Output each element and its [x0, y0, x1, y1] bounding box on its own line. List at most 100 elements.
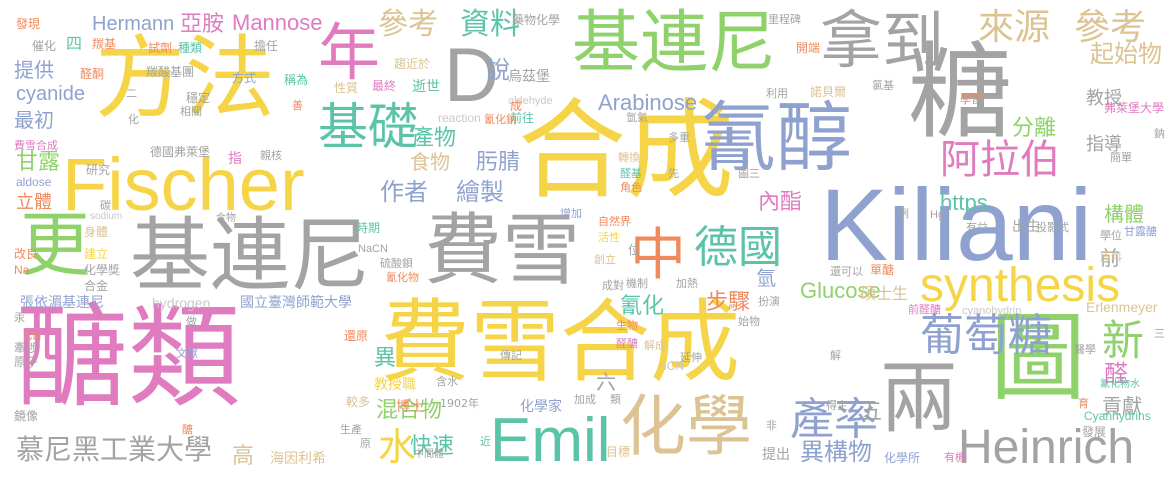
word-qinghuawushui: 氰化物水 — [1100, 379, 1140, 390]
word-banyan: 扮演 — [758, 295, 780, 308]
word-wenxian: 文獻 — [176, 347, 198, 360]
word-shui: 水 — [378, 425, 417, 469]
word-qinghuawu: 氰化物 — [386, 271, 419, 284]
word-haiyinlixi: 海因利希 — [270, 451, 326, 467]
word-hejin: 合金 — [84, 279, 109, 293]
word-shuo: 說 — [486, 56, 510, 84]
word-hydrogen: hydrogen — [152, 295, 211, 311]
word-jiecheng: 解成 — [644, 339, 666, 352]
word-duozhong: 多重 — [668, 131, 690, 144]
word-cyanide: cyanide — [16, 83, 85, 105]
word-aldose: aldose — [16, 175, 52, 189]
word-wending: 穩定 — [186, 91, 211, 105]
word-tan: 碳 — [100, 199, 111, 212]
word-gong: 汞 — [14, 311, 25, 324]
word-tusan: 圖三 — [738, 167, 760, 180]
word-liti: 立體 — [16, 192, 52, 213]
word-zhuanji: 傳記 — [500, 349, 522, 362]
word-yuanzi: 原子 — [14, 355, 39, 369]
word-qinghua: 氰化 — [620, 294, 665, 319]
word-xingzhi: 性質 — [334, 81, 359, 95]
word-jingxiang: 鏡像 — [14, 409, 39, 423]
word-hermann: Hermann — [92, 13, 175, 35]
word-si: 四 — [66, 34, 83, 53]
word-yuan: 原 — [360, 437, 371, 450]
word-ziliao: 資料 — [460, 7, 520, 42]
word-liang: 兩 — [880, 354, 959, 444]
word-fangfa: 方法 — [95, 26, 275, 131]
word-huoxing: 活性 — [598, 231, 620, 244]
word-jiare: 加熱 — [676, 277, 698, 290]
word-san: 三 — [1154, 327, 1165, 340]
word-jilianni-green: 基連尼 — [572, 4, 777, 83]
word-chuangli: 創立 — [594, 253, 616, 266]
word-youyi: 有益 — [966, 221, 988, 234]
word-huaxuejiang: 化學獎 — [84, 263, 121, 277]
word-fulaibaodaxue: 弗萊堡大學 — [1104, 101, 1165, 115]
word-nuobeier: 諾貝爾 — [810, 85, 847, 99]
word-fei: 非 — [766, 419, 777, 432]
word-faxian: 發現 — [16, 17, 41, 31]
word-ganlutang: 甘露醣 — [1124, 225, 1157, 238]
word-zhidao: 指導 — [1086, 134, 1122, 155]
word-qingqi: 氫氣 — [626, 111, 648, 124]
word-chanwu: 產物 — [412, 126, 457, 151]
word-tanglei: 醣類 — [16, 293, 240, 423]
word-lichengbei: 里程碑 — [768, 13, 801, 26]
word-1902: 1902年 — [440, 397, 479, 410]
word-shenti: 身體 — [84, 225, 109, 239]
word-hg: Hg — [930, 209, 945, 221]
word-huaxuesuo: 化學所 — [884, 451, 921, 465]
word-gongxian: 貢獻 — [1102, 394, 1142, 418]
word-quantang: 醛醣 — [616, 337, 638, 350]
word-lei: 類 — [610, 393, 621, 406]
word-tichu: 提出 — [762, 447, 790, 463]
word-zuichu: 最初 — [14, 108, 54, 132]
word-shishi: 逝世 — [412, 79, 440, 95]
word-neizhi: 內酯 — [758, 190, 803, 215]
word-qianwang: 前往 — [510, 111, 535, 125]
word-li: 例 — [898, 207, 909, 220]
word-zhuanhuan: 轉換 — [618, 151, 640, 164]
word-synthesis: synthesis — [920, 259, 1121, 312]
word-hua: 化 — [128, 113, 139, 126]
word-danren: 擔任 — [254, 39, 279, 53]
word-tang-small: 醣 — [182, 423, 193, 436]
word-erlenmeyer: Erlenmeyer — [1086, 299, 1158, 315]
word-yanshen: 延伸 — [680, 351, 702, 364]
word-youji: 有機 — [944, 451, 966, 464]
word-qujinyu: 趨近於 — [394, 57, 431, 71]
word-https: https — [940, 190, 988, 215]
word-yu: 育 — [1078, 397, 1089, 410]
word-buzhou: 步驟 — [706, 290, 751, 315]
word-quantong: 醛酮 — [80, 67, 105, 81]
word-alabo: 阿拉伯 — [940, 137, 1060, 183]
word-ziranjie: 自然界 — [598, 215, 631, 228]
word-fazhan: 發展 — [1082, 425, 1107, 439]
word-wei: 位 — [628, 243, 641, 257]
word-qingchun: 氰醇 — [700, 93, 852, 182]
word-shiqi: 時期 — [356, 221, 381, 235]
word-na-char: 鈉 — [1154, 127, 1165, 140]
word-glucose: Glucose — [800, 278, 881, 303]
word-liu: 六 — [596, 370, 616, 394]
word-feixue: 費雪 — [424, 206, 581, 296]
word-shengchan: 生產 — [340, 423, 362, 436]
word-shiwu-b: 始物 — [738, 315, 760, 328]
word-tang: 糖 — [908, 31, 1013, 153]
word-liyong: 利用 — [766, 87, 788, 100]
word-zhi: 指 — [228, 151, 242, 167]
word-fenli: 分離 — [1012, 116, 1057, 141]
word-yigouwu: 異構物 — [800, 438, 872, 466]
word-na: Na — [14, 263, 30, 277]
word-cankao-tr: 參考 — [1074, 7, 1147, 48]
word-hanshui: 含水 — [436, 375, 458, 388]
word-mannose: Mannose — [232, 10, 323, 35]
word-cyanhydrins: Cyanhydrins — [1084, 409, 1151, 423]
word-tigong: 提供 — [14, 58, 54, 82]
word-shan: 善 — [292, 99, 303, 112]
word-huizhi: 繪製 — [456, 178, 504, 206]
word-chengdui: 成對 — [602, 279, 624, 292]
word-qinhe: 親核 — [260, 149, 282, 162]
word-kuaisu: 快速 — [410, 434, 455, 459]
